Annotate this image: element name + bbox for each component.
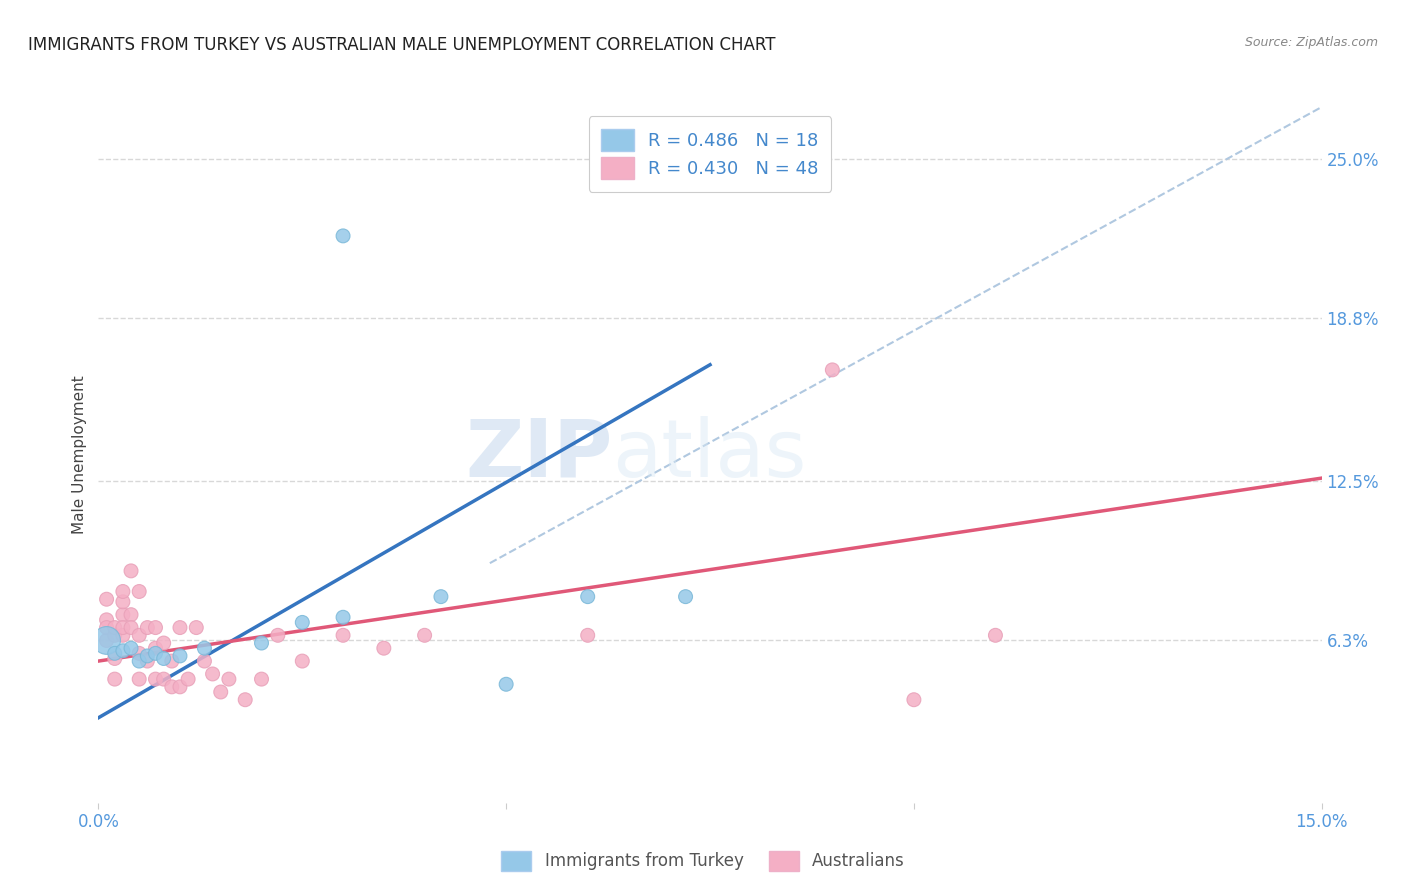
Point bbox=[250, 636, 273, 650]
Point bbox=[177, 672, 200, 686]
Point bbox=[821, 363, 844, 377]
Point bbox=[111, 628, 134, 642]
Point bbox=[145, 672, 167, 686]
Point bbox=[104, 628, 127, 642]
Point bbox=[96, 613, 118, 627]
Point bbox=[291, 654, 314, 668]
Point bbox=[169, 621, 191, 635]
Point bbox=[136, 654, 159, 668]
Point bbox=[152, 651, 174, 665]
Point bbox=[267, 628, 290, 642]
Point bbox=[413, 628, 436, 642]
Point bbox=[104, 672, 127, 686]
Point bbox=[193, 641, 215, 656]
Point bbox=[96, 633, 118, 648]
Point bbox=[111, 621, 134, 635]
Point bbox=[576, 590, 599, 604]
Point bbox=[233, 692, 256, 706]
Legend: R = 0.486   N = 18, R = 0.430   N = 48: R = 0.486 N = 18, R = 0.430 N = 48 bbox=[589, 116, 831, 192]
Point bbox=[120, 564, 142, 578]
Point bbox=[136, 621, 159, 635]
Point bbox=[209, 685, 232, 699]
Point bbox=[145, 646, 167, 660]
Text: IMMIGRANTS FROM TURKEY VS AUSTRALIAN MALE UNEMPLOYMENT CORRELATION CHART: IMMIGRANTS FROM TURKEY VS AUSTRALIAN MAL… bbox=[28, 36, 776, 54]
Point bbox=[332, 228, 354, 243]
Point bbox=[96, 592, 118, 607]
Point bbox=[111, 584, 134, 599]
Point bbox=[186, 621, 208, 635]
Point bbox=[169, 648, 191, 663]
Point bbox=[169, 680, 191, 694]
Point bbox=[160, 680, 183, 694]
Point bbox=[111, 644, 134, 658]
Legend: Immigrants from Turkey, Australians: Immigrants from Turkey, Australians bbox=[494, 842, 912, 880]
Point bbox=[201, 667, 224, 681]
Y-axis label: Male Unemployment: Male Unemployment bbox=[72, 376, 87, 534]
Point bbox=[96, 621, 118, 635]
Point bbox=[128, 628, 150, 642]
Point bbox=[145, 621, 167, 635]
Point bbox=[96, 633, 118, 648]
Point bbox=[145, 641, 167, 656]
Point bbox=[218, 672, 240, 686]
Point bbox=[104, 646, 127, 660]
Point bbox=[111, 595, 134, 609]
Point bbox=[104, 621, 127, 635]
Point bbox=[160, 654, 183, 668]
Text: atlas: atlas bbox=[612, 416, 807, 494]
Point bbox=[675, 590, 697, 604]
Point bbox=[120, 641, 142, 656]
Point bbox=[104, 651, 127, 665]
Point bbox=[128, 646, 150, 660]
Point bbox=[332, 628, 354, 642]
Point bbox=[120, 621, 142, 635]
Point bbox=[332, 610, 354, 624]
Point bbox=[250, 672, 273, 686]
Point bbox=[128, 672, 150, 686]
Point bbox=[128, 654, 150, 668]
Point bbox=[576, 628, 599, 642]
Point bbox=[495, 677, 517, 691]
Point bbox=[152, 636, 174, 650]
Point bbox=[111, 607, 134, 622]
Point bbox=[903, 692, 925, 706]
Point bbox=[373, 641, 395, 656]
Text: Source: ZipAtlas.com: Source: ZipAtlas.com bbox=[1244, 36, 1378, 49]
Point bbox=[193, 654, 215, 668]
Point bbox=[984, 628, 1007, 642]
Point bbox=[430, 590, 453, 604]
Point bbox=[128, 584, 150, 599]
Point bbox=[136, 648, 159, 663]
Point bbox=[152, 672, 174, 686]
Point bbox=[120, 607, 142, 622]
Point bbox=[291, 615, 314, 630]
Text: ZIP: ZIP bbox=[465, 416, 612, 494]
